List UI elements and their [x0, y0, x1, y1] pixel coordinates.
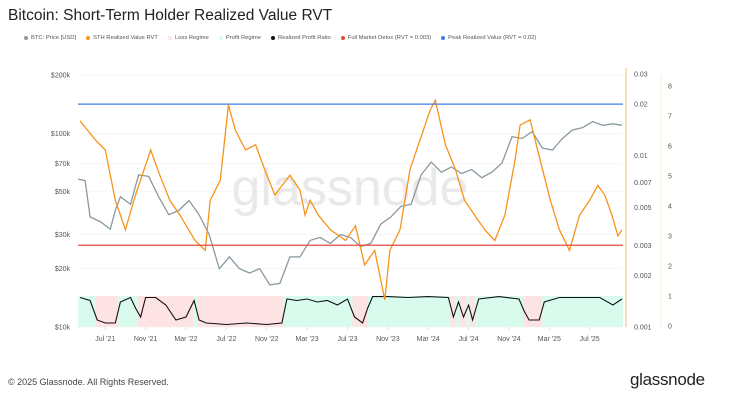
legend-label: Realized Profit Ratio: [277, 35, 331, 41]
legend-dot-icon: [218, 36, 223, 40]
x-tick-label: Mar '25: [538, 336, 561, 343]
legend-item[interactable]: Full Market Detox (RVT = 0.003): [340, 35, 432, 41]
x-tick-label: Nov '22: [255, 336, 279, 343]
legend-item[interactable]: Loss Regime: [167, 35, 209, 41]
rvt-tick-label: 0.002: [634, 273, 652, 280]
x-tick-label: Jul '23: [337, 336, 357, 343]
watermark: glassnode: [231, 159, 468, 217]
legend-dot-icon: [167, 36, 172, 40]
profit-regime-band: [542, 296, 623, 327]
profit-regime-band: [455, 296, 460, 327]
ratio-tick-label: 8: [668, 84, 672, 91]
ratio-tick-label: 5: [668, 174, 672, 181]
ratio-tick-label: 4: [668, 204, 672, 211]
rvt-tick-label: 0.03: [634, 72, 648, 79]
price-tick-label: $50k: [55, 189, 71, 196]
profit-regime-band: [466, 296, 470, 327]
realized-profit-ratio-line: [79, 296, 623, 326]
rvt-tick-label: 0.007: [634, 180, 652, 187]
ratio-tick-label: 3: [668, 234, 672, 241]
legend: BTC: Price [USD] STH Realized Value RVT Lo…: [24, 35, 536, 41]
btc-price-line: [77, 120, 623, 286]
x-tick-label: Mar '24: [417, 336, 440, 343]
price-tick-label: $10k: [55, 325, 71, 332]
rvt-tick-label: 0.02: [634, 102, 648, 109]
x-tick-label: Jul '21: [95, 336, 115, 343]
copyright: © 2025 Glassnode. All Rights Reserved.: [8, 377, 169, 387]
legend-dot-icon: [340, 36, 345, 40]
sth-rvt-line: [79, 98, 623, 301]
loss-regime-band: [469, 296, 475, 327]
x-tick-label: Mar '22: [174, 336, 197, 343]
legend-label: Full Market Detox (RVT = 0.003): [347, 35, 432, 41]
legend-dot-icon: [441, 36, 446, 40]
loss-regime-band: [95, 296, 119, 327]
rvt-tick-label: 0.003: [634, 243, 652, 250]
price-tick-label: $100k: [51, 131, 71, 138]
ratio-tick-label: 1: [668, 294, 672, 301]
chart-title: Bitcoin: Short-Term Holder Realized Valu…: [8, 7, 333, 24]
legend-label: Profit Regime: [225, 35, 261, 41]
x-tick-label: Jul '25: [580, 336, 600, 343]
legend-label: STH Realized Value RVT: [93, 35, 158, 41]
x-tick-label: Nov '24: [497, 336, 521, 343]
rvt-tick-label: 0.005: [634, 205, 652, 212]
ratio-tick-label: 0: [668, 324, 672, 331]
loss-regime-band: [459, 296, 467, 327]
loss-regime-band: [523, 296, 543, 327]
ratio-tick-label: 6: [668, 144, 672, 151]
price-tick-label: $30k: [55, 232, 71, 239]
profit-regime-band: [367, 296, 451, 327]
price-tick-label: $200k: [51, 73, 71, 80]
profit-regime-band: [118, 296, 138, 327]
legend-item[interactable]: Realized Profit Ratio: [270, 35, 331, 41]
x-tick-label: Jul '24: [459, 336, 479, 343]
legend-item[interactable]: BTC: Price [USD]: [24, 35, 76, 41]
x-tick-label: Nov '23: [376, 336, 400, 343]
legend-item[interactable]: Profit Regime: [218, 35, 261, 41]
loss-regime-band: [197, 296, 284, 327]
legend-label: BTC: Price [USD]: [31, 35, 77, 41]
loss-regime-band: [137, 296, 194, 327]
legend-dot-icon: [24, 36, 28, 40]
legend-label: Peak Realized Value (RVT = 0.02): [448, 35, 537, 41]
ratio-tick-label: 2: [668, 264, 672, 271]
profit-regime-band: [193, 296, 198, 327]
legend-dot-icon: [270, 36, 275, 40]
legend-item[interactable]: Peak Realized Value (RVT = 0.02): [441, 35, 536, 41]
price-tick-label: $70k: [55, 161, 71, 168]
glassnode-logo: glassnode: [630, 370, 705, 389]
legend-item[interactable]: STH Realized Value RVT: [86, 35, 158, 41]
loss-regime-band: [352, 296, 368, 327]
profit-regime-band: [474, 296, 524, 327]
x-tick-label: Nov '21: [134, 336, 158, 343]
loss-regime-band: [450, 296, 456, 327]
profit-regime-band: [78, 296, 96, 327]
x-tick-label: Jul '22: [216, 336, 236, 343]
ratio-tick-label: 7: [668, 114, 672, 121]
profit-regime-band: [283, 296, 353, 327]
legend-dot-icon: [86, 36, 91, 40]
rvt-tick-label: 0.001: [634, 325, 652, 332]
legend-label: Loss Regime: [174, 35, 209, 41]
rvt-tick-label: 0.01: [634, 153, 648, 160]
price-tick-label: $20k: [55, 266, 71, 273]
x-tick-label: Mar '23: [296, 336, 319, 343]
